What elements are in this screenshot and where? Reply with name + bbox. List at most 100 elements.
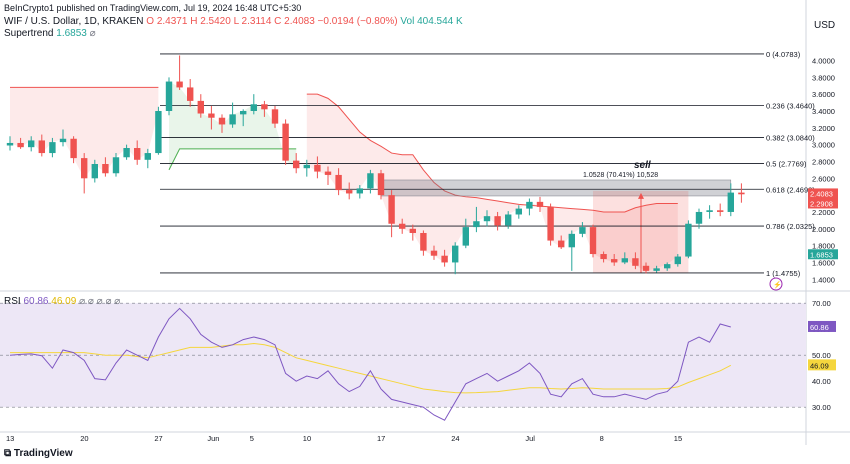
candle-body (261, 104, 268, 110)
candle-body (377, 173, 385, 196)
price-axis-tick: 4.0000 (812, 57, 835, 66)
candle-body (505, 214, 512, 226)
candle-body (717, 210, 724, 212)
candle-body (187, 87, 194, 101)
fib-label: 1 (1.4755) (766, 269, 801, 278)
symbol-info: WIF / U.S. Dollar, 1D, KRAKEN O 2.4371 H… (4, 16, 463, 27)
candle-body (356, 188, 363, 194)
candle-body (664, 264, 671, 269)
price-axis-tick: 1.4000 (812, 275, 835, 284)
fib-label: 0.5 (2.7769) (766, 159, 807, 168)
ohlc-low: L 2.3114 (233, 16, 272, 27)
time-axis-tick: Jul (525, 434, 535, 443)
supertrend-legend[interactable]: Supertrend 1.6853 ⌀ (4, 28, 96, 39)
candle-body (727, 192, 734, 212)
price-axis-tick: 3.2000 (812, 124, 835, 133)
candle-body (706, 210, 713, 212)
rsi-label: RSI (4, 296, 21, 307)
candle-body (314, 164, 321, 172)
rsi-legend[interactable]: RSI 60.86 46.09 ⌀ ⌀ ⌀ ⌀ ⌀ (4, 296, 120, 307)
candle-body (653, 268, 660, 271)
candle-body (642, 265, 650, 271)
rsi-value: 60.86 (23, 296, 49, 307)
candle-body (6, 142, 14, 146)
rsi-axis-tick: 40.00 (812, 377, 831, 386)
candle-body (430, 250, 438, 256)
fib-label: 0.382 (3.0840) (766, 134, 815, 143)
rsi-axis-tick: 70.00 (812, 299, 831, 308)
candle-body (515, 208, 522, 215)
price-axis-tick: 1.8000 (812, 242, 835, 251)
tradingview-icon: ⧉ (4, 448, 12, 459)
candle-body (462, 227, 469, 246)
rsi-axis-tick: 30.00 (812, 403, 831, 412)
time-axis-tick: 10 (303, 434, 311, 443)
rsi-value-label: 60.86 (810, 323, 829, 332)
ohlc-close: C 2.4083 (274, 16, 315, 27)
time-axis-tick: 24 (451, 434, 459, 443)
candle-body (674, 256, 681, 265)
candle-body (102, 164, 109, 174)
candle-body (112, 157, 120, 174)
fib-label: 0.236 (3.4640) (766, 102, 815, 111)
price-axis-tick: 2.8000 (812, 157, 835, 166)
candle-body (494, 216, 501, 226)
time-axis-tick: 27 (154, 434, 162, 443)
candle-body (250, 104, 257, 111)
candle-body (632, 258, 639, 266)
candle-body (547, 206, 554, 241)
measure-arrowhead (638, 192, 644, 199)
price-label-bg (808, 198, 838, 209)
candle-body (218, 117, 226, 125)
measure-label: 1.0528 (70.41%) 10,528 (583, 172, 658, 179)
candle-body (420, 232, 427, 251)
candle-body (28, 140, 35, 148)
price-axis-tick: 2.6000 (812, 174, 835, 183)
rsi-value-label-bg (808, 320, 836, 332)
candle-body (144, 153, 151, 160)
rsi-ma-label: 46.09 (810, 361, 829, 370)
published-by: BeInCrypto1 published on TradingView.com… (4, 3, 302, 13)
lightning-icon (769, 277, 783, 291)
rsi-ma-line (10, 342, 732, 394)
candle-body (303, 164, 310, 169)
volume: Vol 404.544 K (400, 16, 463, 27)
currency-label: USD (814, 20, 836, 31)
candle-body (483, 216, 491, 222)
settings-icon[interactable]: ⌀ ⌀ ⌀ ⌀ ⌀ (79, 296, 121, 307)
rsi-ma-value: 46.09 (51, 296, 77, 307)
candle-body (526, 201, 533, 209)
rsi-ma-label-bg (808, 359, 836, 371)
supertrend-up-line (168, 148, 297, 171)
fib-label: 0.786 (2.0325) (766, 222, 815, 231)
candle-body (441, 255, 448, 263)
price-axis-tick: 1.6000 (812, 258, 835, 267)
rsi-axis-tick: 50.00 (812, 351, 831, 360)
price-axis-tick: 3.6000 (812, 90, 835, 99)
price-axis-tick: 2.0000 (812, 225, 835, 234)
candle-body (271, 109, 279, 124)
candle-body (388, 195, 395, 224)
candle-body (17, 142, 24, 148)
supertrend-value: 1.6853 (56, 28, 87, 39)
time-axis-tick: Jun (207, 434, 219, 443)
time-axis-tick: 17 (377, 434, 385, 443)
time-axis-tick: 20 (80, 434, 88, 443)
candle-body (536, 201, 544, 207)
supertrend-down-line (306, 93, 678, 213)
candle-body (600, 254, 607, 260)
candle-body (197, 100, 204, 114)
settings-icon[interactable]: ⌀ (89, 28, 96, 39)
price-change: −0.0194 (−0.80%) (317, 16, 398, 27)
tradingview-brand: TradingView (13, 448, 73, 459)
candle-body (229, 114, 236, 125)
price-label: 2.4083 (810, 189, 833, 198)
candle-body (134, 148, 141, 160)
candle-body (367, 173, 374, 189)
candle-body (452, 245, 459, 263)
candle-body (208, 113, 215, 118)
price-label-bg (808, 249, 838, 260)
candle-body (240, 110, 247, 115)
candle-body (70, 138, 77, 159)
